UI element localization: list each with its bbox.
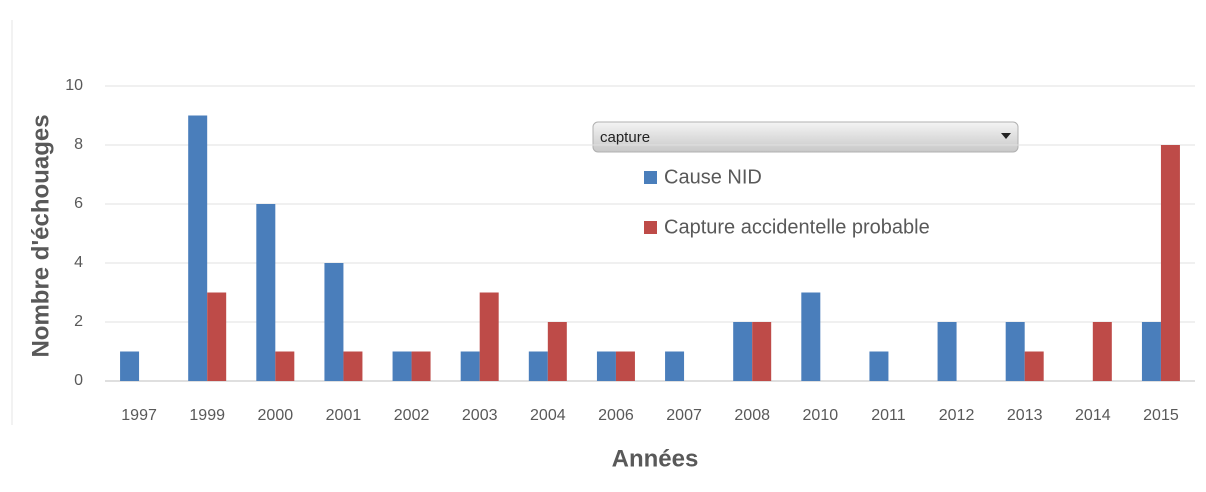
bar [188,115,208,381]
legend-label: Cause NID [664,166,762,188]
legend-swatch [644,221,657,234]
bar [937,322,957,381]
y-tick-label: 8 [74,136,83,153]
bar [1024,351,1044,381]
bar [1005,322,1025,381]
legend-label: Capture accidentelle probable [664,216,930,238]
x-tick-label: 2000 [258,407,294,424]
x-tick-label: 2006 [598,407,634,424]
y-tick-label: 10 [65,77,83,94]
y-axis-title: Nombre d'échouages [27,114,54,357]
bar [1160,145,1180,381]
bar [275,351,295,381]
x-tick-label: 2012 [939,407,975,424]
y-tick-label: 0 [74,372,83,389]
bar [547,322,567,381]
x-tick-label: 2014 [1075,407,1111,424]
bar [528,351,548,381]
bar [479,292,499,381]
bar [324,263,344,381]
filter-dropdown[interactable]: capture [592,121,1019,153]
bar [256,204,276,381]
x-tick-label: 2003 [462,407,498,424]
dropdown-label: capture [600,129,650,146]
x-tick-label: 1999 [189,407,225,424]
bar [869,351,889,381]
bar [801,292,821,381]
dropdown-box[interactable] [592,121,1019,153]
x-tick-label: 2007 [666,407,702,424]
x-tick-label: 2013 [1007,407,1043,424]
y-tick-label: 2 [74,313,83,330]
bar [392,351,412,381]
x-tick-label: 1997 [121,407,157,424]
bar [665,351,685,381]
bar [120,351,140,381]
x-tick-label: 2011 [871,407,906,424]
bar [596,351,616,381]
x-axis-title: Années [612,445,699,472]
x-tick-label: 2004 [530,407,566,424]
bar [733,322,753,381]
bar [207,292,227,381]
x-tick-label: 2010 [803,407,839,424]
x-tick-label: 2015 [1143,407,1179,424]
y-tick-label: 4 [74,254,83,271]
bar [1092,322,1112,381]
bar [411,351,431,381]
bar [343,351,363,381]
bar [752,322,772,381]
bar [460,351,480,381]
bar [615,351,635,381]
bar [1141,322,1161,381]
x-tick-label: 2002 [394,407,430,424]
legend-swatch [644,171,657,184]
dropdown-arrow [1001,133,1011,139]
x-tick-label: 2001 [326,407,362,424]
x-tick-label: 2008 [734,407,770,424]
y-tick-label: 6 [74,195,83,212]
